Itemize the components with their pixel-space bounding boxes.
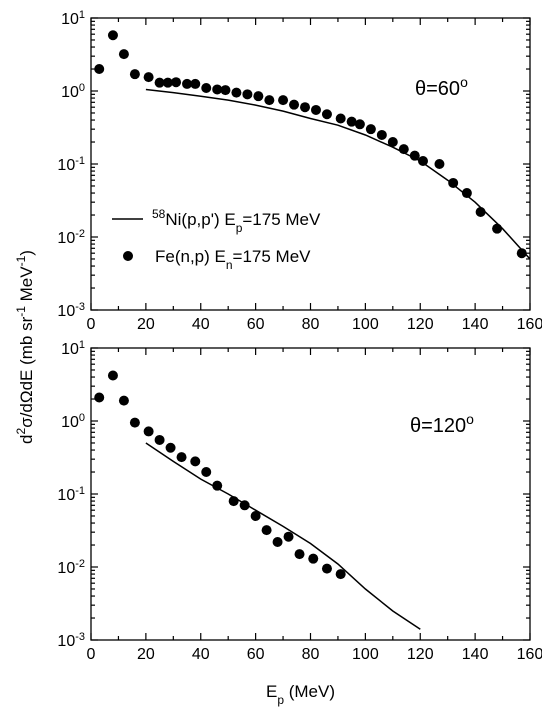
bottom-data-point: [118, 395, 129, 406]
bottom-data-point: [261, 525, 272, 536]
top-data-point: [409, 150, 420, 161]
bottom-data-point: [294, 549, 305, 560]
top-x-tick-label: 100: [352, 316, 379, 333]
legend-label-fe: Fe(n,p) En=175 MeV: [155, 247, 311, 272]
bottom-y-tick-label: 10-1: [57, 485, 85, 504]
top-data-point: [154, 77, 165, 88]
bottom-x-tick-label: 20: [137, 646, 155, 663]
bottom-x-tick-label: 40: [192, 646, 210, 663]
top-data-point: [278, 95, 289, 106]
top-data-point: [434, 159, 445, 169]
y-axis-label: d2σ/dΩdE (mb sr-1 MeV-1): [14, 250, 36, 444]
top-y-tick-label: 101: [61, 9, 85, 28]
bottom-data-point: [190, 456, 201, 467]
bottom-x-tick-label: 80: [302, 646, 320, 663]
bottom-data-point: [283, 531, 294, 542]
top-data-point: [220, 85, 231, 96]
top-x-tick-label: 60: [247, 316, 265, 333]
bottom-data-point: [212, 480, 223, 491]
top-x-tick-label: 140: [462, 316, 489, 333]
top-data-point: [162, 77, 173, 88]
top-data-point: [492, 223, 503, 234]
top-data-point: [242, 89, 253, 100]
top-x-tick-label: 40: [192, 316, 210, 333]
top-data-point: [300, 102, 311, 113]
bottom-y-tick-label: 100: [61, 412, 85, 431]
top-data-point: [143, 72, 154, 83]
top-data-point: [387, 137, 398, 148]
top-y-tick-label: 10-3: [57, 301, 85, 320]
top-data-point: [129, 69, 140, 80]
bottom-data-point: [201, 467, 212, 478]
top-data-point: [107, 30, 118, 41]
bottom-data-point: [129, 417, 140, 428]
top-data-point: [212, 84, 223, 95]
bottom-data-point: [143, 426, 154, 437]
bottom-data-point: [154, 434, 165, 445]
top-x-tick-label: 160: [517, 316, 542, 333]
bottom-data-point: [176, 452, 187, 463]
bottom-data-point: [321, 563, 332, 574]
bottom-x-tick-label: 60: [247, 646, 265, 663]
top-data-point: [365, 124, 376, 135]
top-data-point: [231, 87, 242, 98]
bottom-y-tick-label: 10-3: [57, 631, 85, 650]
top-data-point: [335, 113, 346, 124]
bottom-data-point: [308, 553, 319, 564]
x-axis-label: Ep (MeV): [266, 682, 335, 707]
top-data-point: [190, 78, 201, 89]
top-y-tick-label: 100: [61, 82, 85, 101]
top-panel: 0 20 40 60 80 100 120 140 160 101 100 10-1 10-2 10-3 θ…: [57, 9, 542, 333]
bottom-x-tick-label: 0: [87, 646, 96, 663]
top-model-line: [145, 88, 531, 260]
top-data-point: [461, 188, 472, 199]
top-x-tick-label: 0: [87, 316, 96, 333]
legend-label-ni: 58Ni(p,p') Ep=175 MeV: [152, 207, 321, 235]
top-x-tick-label: 120: [407, 316, 434, 333]
legend-marker-swatch: [123, 251, 133, 261]
top-data-point: [321, 109, 332, 120]
bottom-data-point: [335, 569, 346, 580]
top-data-point: [516, 248, 527, 259]
legend: 58Ni(p,p') Ep=175 MeV Fe(n,p) En=175 MeV: [112, 207, 321, 272]
bottom-y-tick-label: 10-2: [57, 558, 85, 577]
top-data-point: [354, 119, 365, 130]
top-y-tick-label: 10-2: [57, 228, 85, 247]
bottom-x-tick-label: 120: [407, 646, 434, 663]
bottom-data-point: [94, 392, 105, 403]
top-data-point: [346, 116, 357, 127]
bottom-x-tick-label: 100: [352, 646, 379, 663]
bottom-model-line: [145, 442, 421, 630]
top-data-point: [448, 177, 459, 188]
top-data-point: [310, 104, 321, 115]
top-plot-frame: [90, 17, 531, 311]
top-data-point: [376, 129, 387, 140]
top-y-tick-label: 10-1: [57, 155, 85, 174]
top-data-point: [289, 99, 300, 110]
bottom-x-tick-label: 140: [462, 646, 489, 663]
top-data-point: [264, 95, 275, 106]
top-x-tick-label: 20: [137, 316, 155, 333]
top-data-point: [417, 155, 428, 166]
bottom-data-point: [107, 370, 118, 381]
bottom-plot-frame: [90, 347, 531, 641]
top-data-point: [171, 77, 182, 88]
bottom-data-point: [165, 442, 176, 453]
bottom-x-tick-label: 160: [517, 646, 542, 663]
bottom-angle-label: θ=120o: [410, 411, 474, 437]
top-data-point: [201, 82, 212, 93]
bottom-data-point: [250, 510, 261, 521]
top-data-point: [94, 64, 105, 75]
bottom-data-point: [272, 537, 283, 548]
bottom-y-tick-label: 101: [61, 339, 85, 358]
top-x-tick-label: 80: [302, 316, 320, 333]
top-angle-label: θ=60o: [415, 74, 468, 100]
top-data-point: [182, 78, 193, 89]
top-data-point: [118, 49, 129, 60]
top-data-point: [253, 91, 264, 102]
bottom-panel: 0 20 40 60 80 100 120 140 160 101 100 10-1 10-2 10-3 θ…: [57, 339, 542, 707]
